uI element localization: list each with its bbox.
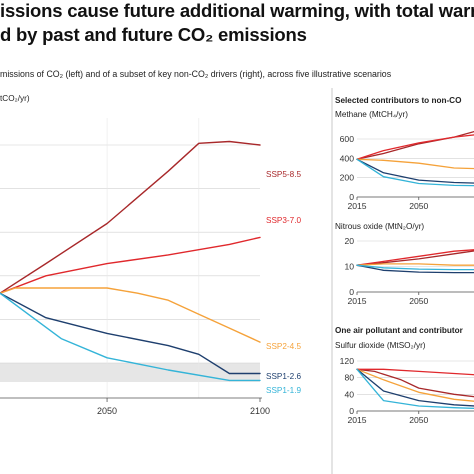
co2-line-ssp1-2.6 — [0, 292, 261, 375]
methane-y-tick-label: 200 — [340, 173, 355, 183]
sulfur-line-ssp3-7.0 — [356, 368, 474, 376]
sulfur-line-ssp1-2.6 — [356, 368, 474, 407]
negative-emissions-band — [0, 363, 260, 382]
sulfur-line-ssp1-1.9 — [356, 368, 474, 410]
methane-axis-label: Methane (MtCH₄/yr) — [335, 110, 408, 119]
nitrous-y-tick-label: 20 — [344, 236, 354, 246]
co2-x-tick-label: 2100 — [250, 406, 270, 416]
chart-subtitle: missions of CO₂ (left) and of a subset o… — [0, 69, 392, 79]
sulfur-x-tick-label: 2015 — [347, 415, 366, 425]
sulfur-y-tick-label: 80 — [344, 373, 354, 383]
sulfur-axis-label: Sulfur dioxide (MtSO₂/yr) — [335, 341, 426, 350]
nitrous-axis-label: Nitrous oxide (MtN₂O/yr) — [335, 222, 425, 231]
co2-x-tick-label: 2050 — [97, 406, 117, 416]
scenario-label-ssp5-8.5: SSP5-8.5 — [266, 170, 301, 179]
scenario-label-ssp1-1.9: SSP1-1.9 — [266, 386, 301, 395]
methane-line-ssp3-7.0 — [356, 134, 474, 160]
selected-contributors-heading: Selected contributors to non-CO — [335, 96, 462, 105]
sulfur-y-tick-label: 0 — [349, 406, 354, 416]
sulfur-y-tick-label: 120 — [340, 356, 355, 366]
methane-line-ssp1-2.6 — [356, 158, 474, 184]
methane-x-tick-label: 2015 — [347, 201, 366, 211]
co2-line-ssp1-1.9 — [0, 292, 261, 382]
co2-line-ssp2-4.5 — [0, 287, 261, 343]
nitrous-x-tick-label: 2050 — [409, 296, 428, 306]
chart-title-line-1: issions cause future additional warming,… — [0, 0, 474, 21]
air-pollutant-heading: One air pollutant and contributor — [335, 326, 463, 335]
nitrous-x-tick-label: 2015 — [347, 296, 366, 306]
scenario-label-ssp2-4.5: SSP2-4.5 — [266, 342, 301, 351]
sulfur-line-ssp2-4.5 — [356, 368, 474, 402]
methane-y-tick-label: 600 — [340, 134, 355, 144]
chart-title-line-2: d by past and future CO₂ emissions — [0, 24, 307, 45]
co2-line-ssp5-8.5 — [0, 140, 261, 294]
nitrous-line-ssp1-1.9 — [356, 264, 474, 271]
methane-line-ssp5-8.5 — [356, 130, 474, 160]
sulfur-y-tick-label: 40 — [344, 389, 354, 399]
methane-x-tick-label: 2050 — [409, 201, 428, 211]
scenario-label-ssp1-2.6: SSP1-2.6 — [266, 372, 301, 381]
nitrous-line-ssp3-7.0 — [356, 249, 474, 266]
methane-line-ssp1-1.9 — [356, 158, 474, 187]
methane-line-ssp2-4.5 — [356, 158, 474, 170]
scenario-label-ssp3-7.0: SSP3-7.0 — [266, 216, 301, 225]
co2-line-ssp3-7.0 — [0, 236, 261, 294]
methane-y-tick-label: 400 — [340, 153, 355, 163]
nitrous-line-ssp1-2.6 — [356, 264, 474, 274]
sulfur-line-ssp5-8.5 — [356, 368, 474, 398]
nitrous-y-tick-label: 10 — [344, 262, 354, 272]
nitrous-y-tick-label: 0 — [349, 287, 354, 297]
co2-axis-unit: tCO₂/yr) — [0, 94, 30, 103]
nitrous-line-ssp2-4.5 — [356, 263, 474, 266]
nitrous-line-ssp5-8.5 — [356, 250, 474, 266]
methane-y-tick-label: 0 — [349, 192, 354, 202]
sulfur-x-tick-label: 2050 — [409, 415, 428, 425]
